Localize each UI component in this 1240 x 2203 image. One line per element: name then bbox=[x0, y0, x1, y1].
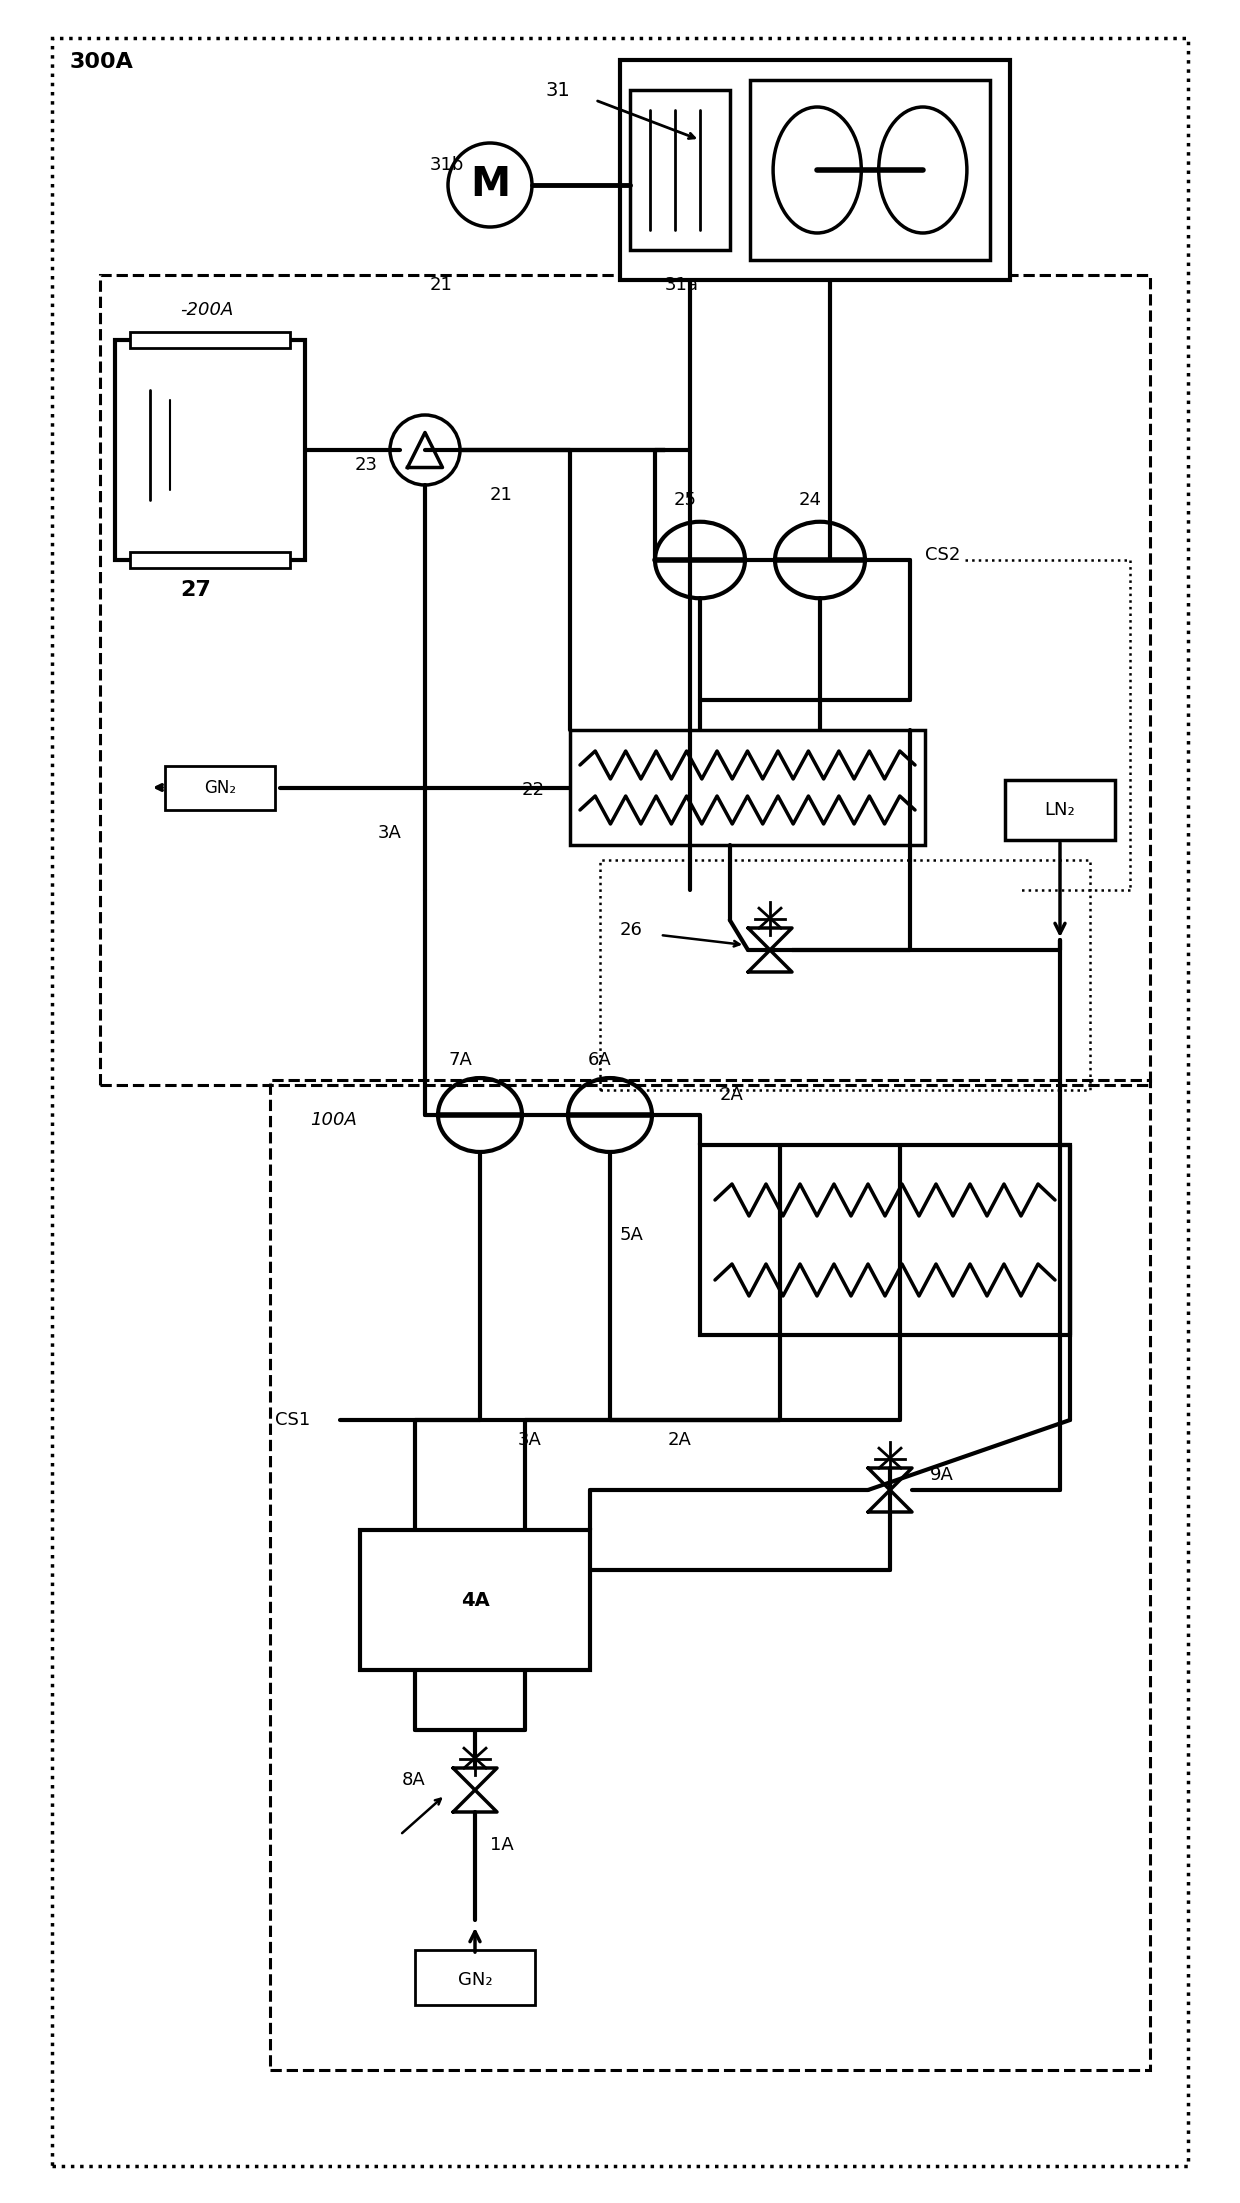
Text: 7A: 7A bbox=[448, 1051, 472, 1068]
Text: 4A: 4A bbox=[460, 1591, 490, 1610]
Text: 24: 24 bbox=[799, 491, 822, 509]
Text: 21: 21 bbox=[490, 487, 513, 504]
Bar bbox=[1004, 780, 1115, 839]
Text: GN₂: GN₂ bbox=[203, 778, 236, 797]
Text: -200A: -200A bbox=[180, 302, 233, 319]
Text: 5A: 5A bbox=[620, 1227, 644, 1245]
Text: 31a: 31a bbox=[665, 275, 699, 293]
Text: 100A: 100A bbox=[310, 1110, 357, 1128]
Text: 2A: 2A bbox=[720, 1086, 744, 1104]
Text: 25: 25 bbox=[673, 491, 697, 509]
Text: 6A: 6A bbox=[588, 1051, 611, 1068]
Bar bbox=[165, 764, 275, 809]
Bar bbox=[570, 729, 925, 846]
Bar bbox=[415, 1950, 534, 2005]
Text: 31b: 31b bbox=[430, 156, 464, 174]
Text: 3A: 3A bbox=[518, 1432, 542, 1450]
Text: 9A: 9A bbox=[930, 1465, 954, 1485]
Bar bbox=[130, 553, 290, 568]
Text: 21: 21 bbox=[430, 275, 453, 293]
Text: 1A: 1A bbox=[490, 1835, 513, 1855]
Text: 26: 26 bbox=[620, 921, 642, 938]
Text: 31: 31 bbox=[546, 82, 569, 99]
Bar bbox=[600, 859, 1090, 1090]
Text: 22: 22 bbox=[522, 782, 546, 800]
Text: M: M bbox=[470, 165, 510, 205]
Bar bbox=[130, 333, 290, 348]
Text: LN₂: LN₂ bbox=[1044, 802, 1075, 820]
Bar bbox=[620, 59, 1011, 280]
Text: 8A: 8A bbox=[402, 1771, 425, 1789]
Text: 23: 23 bbox=[355, 456, 378, 474]
Bar bbox=[270, 1079, 1149, 2071]
Text: CS1: CS1 bbox=[275, 1410, 310, 1430]
Text: 3A: 3A bbox=[378, 824, 402, 842]
Text: CS2: CS2 bbox=[925, 546, 960, 564]
Text: 2A: 2A bbox=[668, 1432, 692, 1450]
Bar bbox=[115, 339, 305, 560]
Text: GN₂: GN₂ bbox=[458, 1972, 492, 1989]
Text: 300A: 300A bbox=[69, 53, 134, 73]
Bar bbox=[100, 275, 1149, 1086]
Text: 27: 27 bbox=[180, 579, 211, 599]
Bar bbox=[750, 79, 990, 260]
Bar bbox=[630, 90, 730, 249]
Bar bbox=[701, 1146, 1070, 1335]
Bar bbox=[360, 1531, 590, 1670]
